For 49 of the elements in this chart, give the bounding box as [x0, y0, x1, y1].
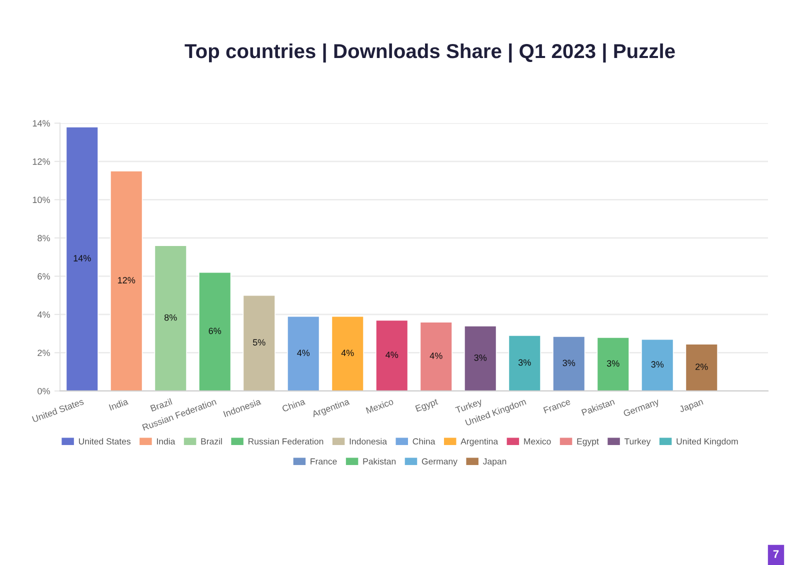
x-tick-label: India — [108, 398, 129, 411]
legend-label: Indonesia — [350, 438, 387, 445]
legend-label: Argentina — [460, 438, 498, 446]
legend-label: Mexico — [524, 438, 551, 445]
y-tick-label: 10% — [32, 196, 50, 204]
x-tick-label: Mexico — [366, 398, 394, 414]
legend-label: Brazil — [201, 438, 222, 445]
data-label: 4% — [386, 352, 398, 358]
data-label: 4% — [430, 352, 442, 359]
data-label: 4% — [341, 350, 354, 356]
y-tick-label: 6% — [38, 273, 50, 280]
data-label: 4% — [297, 350, 310, 356]
x-tick-label: China — [282, 398, 306, 412]
legend-label: United Kingdom — [676, 438, 738, 446]
data-label: 12% — [118, 277, 136, 284]
legend-label: India — [157, 438, 176, 445]
y-tick-label: 0% — [38, 388, 50, 394]
chart-title: Top countries | Downloads Share | Q1 2023 | Puzzle — [184, 43, 675, 63]
legend-label: Egypt — [577, 438, 599, 446]
text: 7 — [773, 550, 779, 558]
data-label: 3% — [651, 361, 664, 368]
data-label: 2% — [696, 364, 708, 370]
data-label: 6% — [208, 328, 222, 334]
data-label: 3% — [518, 359, 531, 366]
legend-label: Turkey — [624, 438, 651, 446]
x-tick-label: Turkey — [454, 398, 484, 416]
legend-label: Pakistan — [363, 458, 396, 465]
y-tick-label: 12% — [32, 158, 50, 165]
legend-label: France — [310, 458, 337, 465]
y-tick-label: 4% — [37, 311, 50, 318]
y-tick-label: 8% — [38, 234, 50, 242]
data-label: 3% — [474, 354, 487, 361]
x-tick-label: Japan — [678, 398, 704, 414]
y-tick-label: 14% — [32, 120, 50, 126]
x-tick-label: United States — [32, 398, 84, 422]
data-label: 5% — [252, 339, 266, 346]
data-label: 3% — [562, 360, 576, 366]
legend-label: Germany — [422, 458, 458, 466]
legend-label: United States — [78, 438, 131, 445]
x-tick-label: France — [543, 398, 571, 414]
x-tick-label: Brazil — [150, 398, 172, 412]
legend-label: Japan — [482, 458, 506, 466]
data-label: 14% — [74, 255, 91, 262]
legend-label: China — [412, 438, 436, 445]
legend-label: Russian Federation — [248, 438, 324, 445]
data-label: 3% — [606, 360, 620, 367]
data-label: 8% — [164, 314, 177, 321]
x-tick-label: Egypt — [415, 398, 439, 414]
y-tick-label: 2% — [38, 350, 50, 356]
